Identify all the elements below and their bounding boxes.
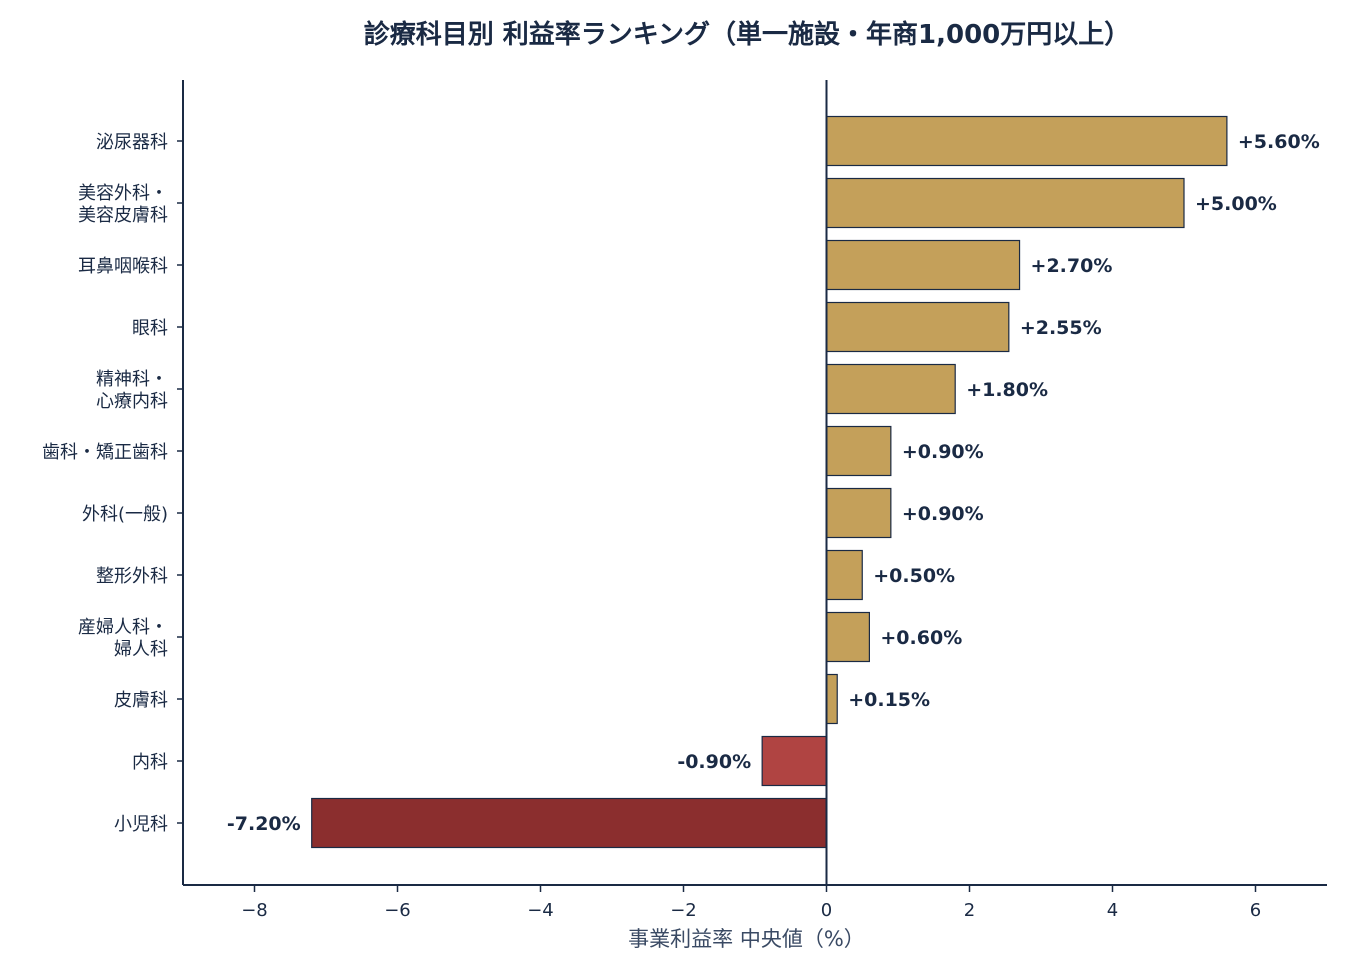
x-tick-label: −6 (384, 900, 411, 921)
bar (311, 797, 828, 849)
category-labels-group: 泌尿器科美容外科・美容皮膚科耳鼻咽喉科眼科精神科・心療内科歯科・矯正歯科外科(一… (42, 132, 168, 835)
bar (825, 549, 863, 601)
bar (825, 487, 892, 539)
x-tick-label: −4 (527, 900, 554, 921)
bar (825, 425, 892, 477)
bar (825, 611, 871, 663)
category-label: 整形外科 (96, 566, 168, 587)
category-label: 内科 (132, 752, 168, 773)
x-tick-label: 2 (964, 900, 975, 921)
value-label: -0.90% (677, 751, 751, 773)
category-label: 産婦人科・ (78, 617, 168, 638)
category-label: 美容外科・ (78, 183, 168, 204)
x-tick-label: 6 (1250, 900, 1261, 921)
category-label: 外科(一般) (82, 504, 168, 525)
value-label: -7.20% (227, 813, 301, 835)
value-label: +2.70% (1031, 255, 1113, 277)
value-label: +1.80% (966, 379, 1048, 401)
category-label: 耳鼻咽喉科 (78, 256, 168, 277)
value-labels-group: +5.60% +5.00% +2.70% +2.55% +1.80% +0.90% +0.9… (227, 131, 1320, 835)
x-tick-label: −8 (241, 900, 268, 921)
value-label: +0.50% (873, 565, 955, 587)
x-tick-label: −2 (670, 900, 697, 921)
value-label: +5.60% (1238, 131, 1320, 153)
value-label: +5.00% (1195, 193, 1277, 215)
bars-group (311, 115, 1228, 849)
value-label: +2.55% (1020, 317, 1102, 339)
category-label: 美容皮膚科 (78, 205, 168, 226)
value-label: +0.15% (848, 689, 930, 711)
category-label: 皮膚科 (114, 690, 168, 711)
bar (825, 115, 1228, 167)
category-label: 婦人科 (114, 639, 168, 660)
bar (825, 177, 1185, 229)
bar (825, 239, 1021, 291)
category-label: 小児科 (114, 814, 168, 835)
category-label: 心療内科 (96, 391, 168, 412)
x-tick-label: 4 (1107, 900, 1118, 921)
chart-title: 診療科目別 利益率ランキング（単一施設・年商1,000万円以上） (363, 20, 1131, 50)
value-label: +0.90% (902, 441, 984, 463)
value-label: +0.60% (880, 627, 962, 649)
category-label: 歯科・矯正歯科 (42, 442, 168, 463)
bar (825, 301, 1010, 353)
bar (761, 735, 828, 787)
x-ticks-group: −8 −6 −4 −2 0 2 4 6 (177, 140, 1261, 921)
bar (825, 363, 956, 415)
x-tick-label: 0 (821, 900, 832, 921)
bar (825, 673, 838, 725)
category-label: 眼科 (132, 318, 168, 339)
value-label: +0.90% (902, 503, 984, 525)
x-axis-title: 事業利益率 中央値（%） (628, 927, 865, 951)
category-label: 精神科・ (96, 369, 168, 390)
category-label: 泌尿器科 (96, 132, 168, 153)
